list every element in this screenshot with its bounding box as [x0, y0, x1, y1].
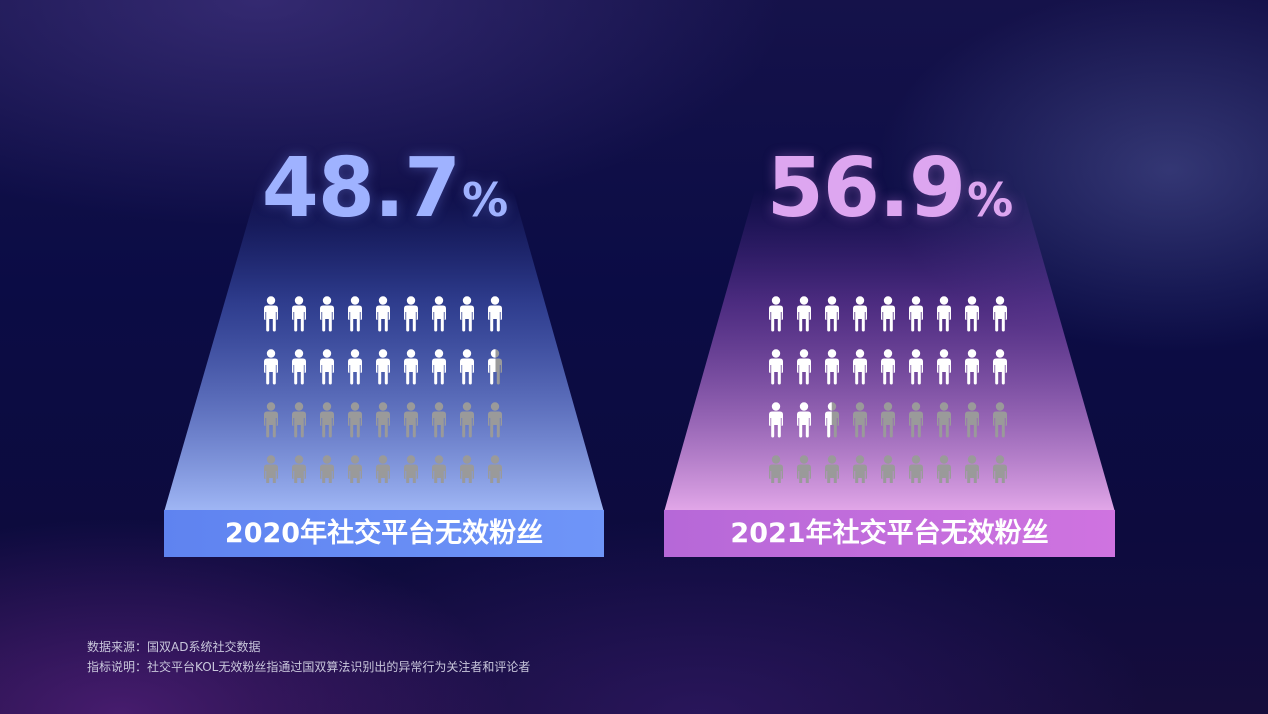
person-icon	[937, 296, 951, 332]
percent-value-2021: 56.9%	[766, 141, 1014, 236]
person-icon	[965, 402, 979, 438]
person-icon	[881, 349, 895, 385]
person-icon	[909, 349, 923, 385]
person-icon	[769, 402, 783, 438]
person-icon	[348, 402, 362, 438]
person-icon	[460, 296, 474, 332]
person-icon	[993, 296, 1007, 332]
person-icon	[264, 296, 278, 332]
person-icon	[797, 455, 811, 483]
person-icon	[348, 349, 362, 385]
person-icon	[432, 349, 446, 385]
chart-label-2020: 2020年社交平台无效粉丝	[164, 510, 604, 557]
person-icon	[348, 296, 362, 332]
person-icon	[264, 402, 278, 438]
chart-label-2021: 2021年社交平台无效粉丝	[664, 510, 1115, 557]
person-icon	[264, 349, 278, 385]
chart-2020: 48.7% 2020年社交平台无效粉丝	[155, 0, 615, 570]
person-icon	[264, 455, 278, 483]
person-icon-partial	[488, 349, 496, 385]
person-icon	[965, 349, 979, 385]
person-icon	[488, 455, 502, 483]
person-icon	[965, 296, 979, 332]
person-icon	[825, 402, 839, 438]
footnotes: 数据来源：国双AD系统社交数据 指标说明：社交平台KOL无效粉丝指通过国双算法识…	[87, 637, 530, 677]
person-icon	[376, 349, 390, 385]
data-source-note: 数据来源：国双AD系统社交数据	[87, 640, 261, 654]
person-icon	[320, 296, 334, 332]
person-icon	[376, 455, 390, 483]
person-icon	[797, 402, 811, 438]
person-icon	[432, 402, 446, 438]
person-icon	[460, 455, 474, 483]
person-icon	[404, 455, 418, 483]
person-icon	[432, 455, 446, 483]
person-icon	[320, 349, 334, 385]
person-icon	[965, 455, 979, 483]
person-icon	[488, 296, 502, 332]
person-icon	[825, 349, 839, 385]
person-icon	[292, 349, 306, 385]
person-icon	[769, 455, 783, 483]
person-icon	[320, 455, 334, 483]
person-icon	[432, 296, 446, 332]
person-icon	[404, 402, 418, 438]
percent-value-2020: 48.7%	[261, 141, 509, 236]
person-icon	[460, 349, 474, 385]
person-icon	[853, 349, 867, 385]
person-grid-2021	[769, 296, 1007, 483]
person-icon	[909, 455, 923, 483]
person-icon	[881, 296, 895, 332]
person-icon	[404, 296, 418, 332]
person-icon	[292, 455, 306, 483]
person-icon	[909, 402, 923, 438]
person-icon	[937, 349, 951, 385]
person-icon	[881, 455, 895, 483]
person-icon	[404, 349, 418, 385]
person-icon-partial	[825, 402, 832, 438]
person-icon	[937, 455, 951, 483]
person-icon	[348, 455, 362, 483]
person-icon	[993, 349, 1007, 385]
person-icon	[853, 296, 867, 332]
person-icon	[292, 296, 306, 332]
person-icon	[376, 402, 390, 438]
chart-2021: 56.9% 2021年社交平台无效粉丝	[660, 0, 1120, 570]
definition-note: 指标说明：社交平台KOL无效粉丝指通过国双算法识别出的异常行为关注者和评论者	[87, 660, 531, 674]
person-icon	[376, 296, 390, 332]
person-icon	[825, 455, 839, 483]
person-icon	[320, 402, 334, 438]
person-icon	[292, 402, 306, 438]
person-icon	[797, 296, 811, 332]
person-icon	[769, 296, 783, 332]
person-icon	[853, 455, 867, 483]
person-icon	[488, 402, 502, 438]
person-icon	[797, 349, 811, 385]
person-icon	[993, 402, 1007, 438]
person-icon	[460, 402, 474, 438]
person-icon	[937, 402, 951, 438]
person-grid-2020	[264, 296, 502, 483]
person-icon	[909, 296, 923, 332]
person-icon	[993, 455, 1007, 483]
person-icon	[853, 402, 867, 438]
person-icon	[825, 296, 839, 332]
person-icon	[881, 402, 895, 438]
person-icon	[769, 349, 783, 385]
